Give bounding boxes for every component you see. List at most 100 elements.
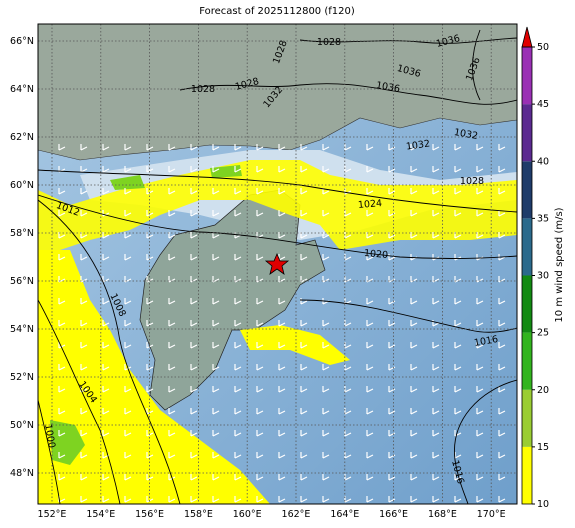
wind-barb: [212, 386, 220, 393]
wind-barb: [124, 254, 132, 261]
lat-label: 52°N: [10, 372, 34, 383]
wind-barb: [366, 408, 374, 415]
wind-barb: [454, 144, 462, 151]
colorbar-segment: [522, 161, 532, 219]
wind-barb: [410, 188, 418, 195]
wind-barb: [80, 188, 88, 195]
wind-barb: [476, 144, 484, 151]
wind-barb: [498, 364, 506, 371]
wind-barb: [168, 452, 176, 459]
map-frame: [37, 23, 518, 505]
wind-barb: [102, 210, 110, 217]
lon-label: 154°E: [86, 509, 115, 520]
wind-barb: [322, 364, 330, 371]
wind-barb: [168, 496, 176, 503]
wind-barb: [498, 408, 506, 415]
wind-barb: [256, 210, 264, 217]
colorbar-tick-label: 10: [537, 499, 549, 510]
wind-barb: [102, 188, 110, 195]
lat-label: 56°N: [10, 276, 34, 287]
wind-barb: [476, 408, 484, 415]
wind-barb: [58, 210, 66, 217]
colorbar-extension: [521, 26, 533, 48]
lon-label: 156°E: [135, 509, 164, 520]
wind-barb: [212, 408, 220, 415]
wind-barb: [366, 364, 374, 371]
wind-barb: [278, 496, 286, 503]
wind-band-north: [38, 160, 517, 250]
wind-barb: [278, 386, 286, 393]
wind-barb: [124, 276, 132, 283]
contour-label: 1024: [358, 198, 383, 211]
lat-label: 60°N: [10, 180, 34, 191]
wind-barb: [278, 342, 286, 349]
wind-barb: [234, 342, 242, 349]
wind-barb: [454, 386, 462, 393]
wind-barb: [212, 364, 220, 371]
wind-barb: [410, 232, 418, 239]
wind-barb: [366, 166, 374, 173]
wind-barb: [476, 386, 484, 393]
wind-barb: [212, 430, 220, 437]
wind-barb: [168, 386, 176, 393]
wind-barb: [212, 298, 220, 305]
lon-label: 162°E: [282, 509, 311, 520]
wind-barb: [190, 188, 198, 195]
wind-barb: [454, 166, 462, 173]
wind-barb: [124, 232, 132, 239]
wind-barb: [432, 408, 440, 415]
wind-barb: [256, 166, 264, 173]
wind-barb: [432, 144, 440, 151]
wind-barb: [476, 474, 484, 481]
contour-label: 1028: [317, 37, 341, 48]
title: Forecast of 2025112800 (f120): [199, 6, 355, 17]
wind-barb: [388, 496, 396, 503]
contour-label: 1020: [363, 248, 388, 261]
wind-barb: [322, 386, 330, 393]
wind-barb: [432, 474, 440, 481]
wind-barb: [410, 276, 418, 283]
wind-barb: [410, 342, 418, 349]
wind-patch-strong: [110, 165, 242, 190]
wind-barb: [366, 452, 374, 459]
lat-label: 66°N: [10, 36, 34, 47]
graticule: [38, 24, 517, 504]
wind-barb: [366, 386, 374, 393]
colorbar-segment: [522, 47, 532, 105]
wind-barb: [432, 320, 440, 327]
lon-label: 166°E: [379, 509, 408, 520]
wind-barb: [410, 320, 418, 327]
wind-barb: [476, 320, 484, 327]
wind-barb: [234, 386, 242, 393]
north-coast: [38, 24, 517, 161]
colorbar-segment: [522, 389, 532, 447]
wind-barb: [212, 210, 220, 217]
wind-barb: [234, 210, 242, 217]
wind-barb: [234, 452, 242, 459]
wind-barb: [278, 320, 286, 327]
lon-label: 152°E: [38, 509, 67, 520]
wind-barb: [212, 254, 220, 261]
wind-barb: [190, 386, 198, 393]
wind-barbs: [58, 144, 506, 503]
wind-barb: [256, 474, 264, 481]
wind-barb: [300, 254, 308, 261]
wind-barb: [102, 342, 110, 349]
wind-barb: [80, 496, 88, 503]
wind-barb: [476, 452, 484, 459]
wind-barb: [190, 474, 198, 481]
wind-barb: [58, 188, 66, 195]
wind-barb: [410, 430, 418, 437]
wind-barb: [454, 474, 462, 481]
wind-barb: [300, 188, 308, 195]
wind-barb: [102, 474, 110, 481]
wind-barb: [322, 474, 330, 481]
wind-barb: [476, 188, 484, 195]
wind-barb: [388, 408, 396, 415]
wind-barb: [168, 254, 176, 261]
wind-barb: [102, 408, 110, 415]
wind-barb: [58, 320, 66, 327]
wind-barb: [498, 430, 506, 437]
wind-barb: [168, 166, 176, 173]
